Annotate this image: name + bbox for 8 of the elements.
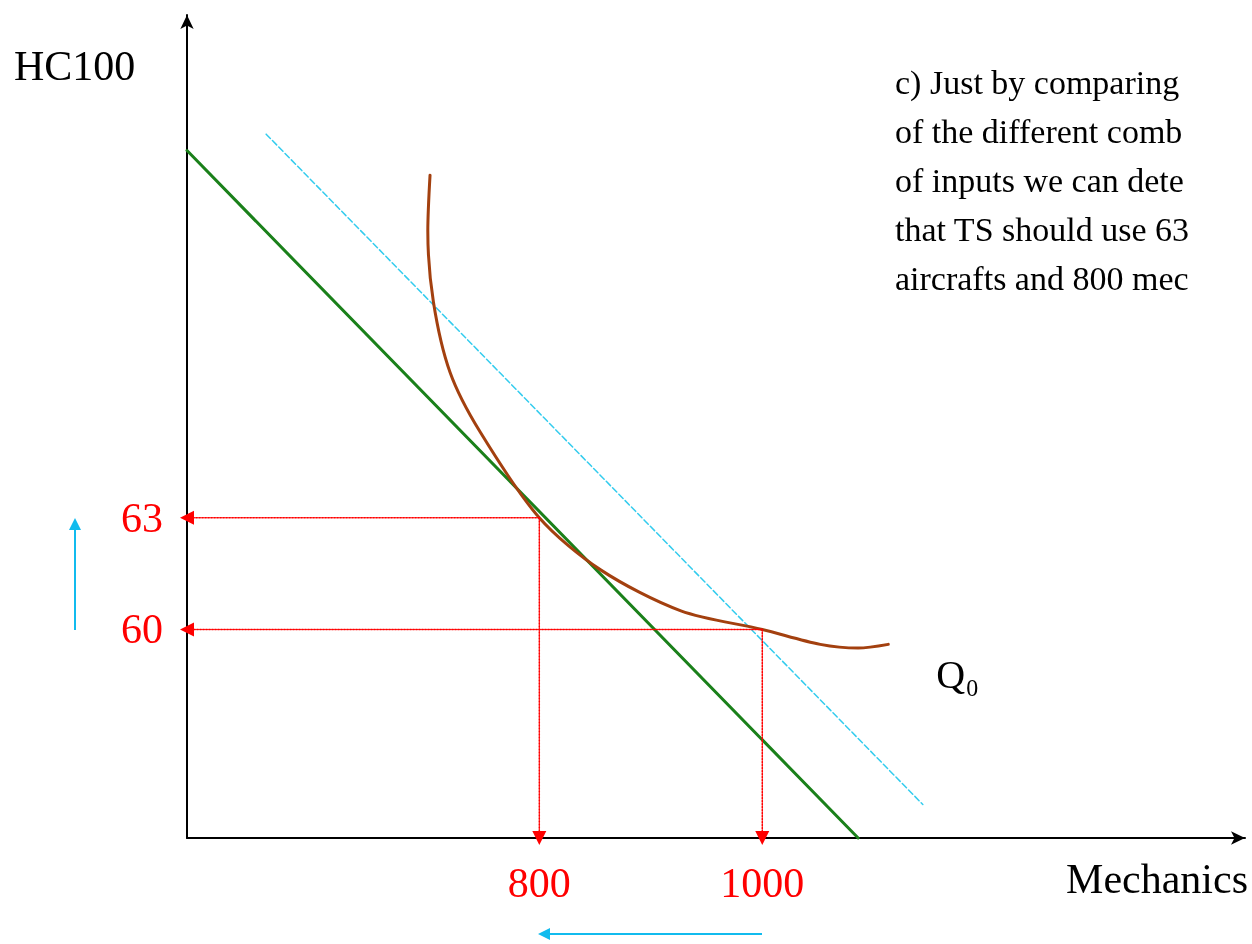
x-axis-title: Mechanics: [1066, 856, 1249, 902]
y-axis-title: HC100: [14, 43, 136, 89]
series-label: Q₀: [936, 651, 980, 697]
y-tick-label: 60: [121, 606, 163, 653]
x-tick-label: 1000: [720, 860, 805, 906]
annotation: c) Just by comparing of the different comb of inputs we can dete that TS should use 63 aircrafts and 800 mec: [895, 64, 1190, 297]
x-tick-label: 800: [507, 860, 571, 906]
y-tick-label: 63: [121, 494, 163, 541]
